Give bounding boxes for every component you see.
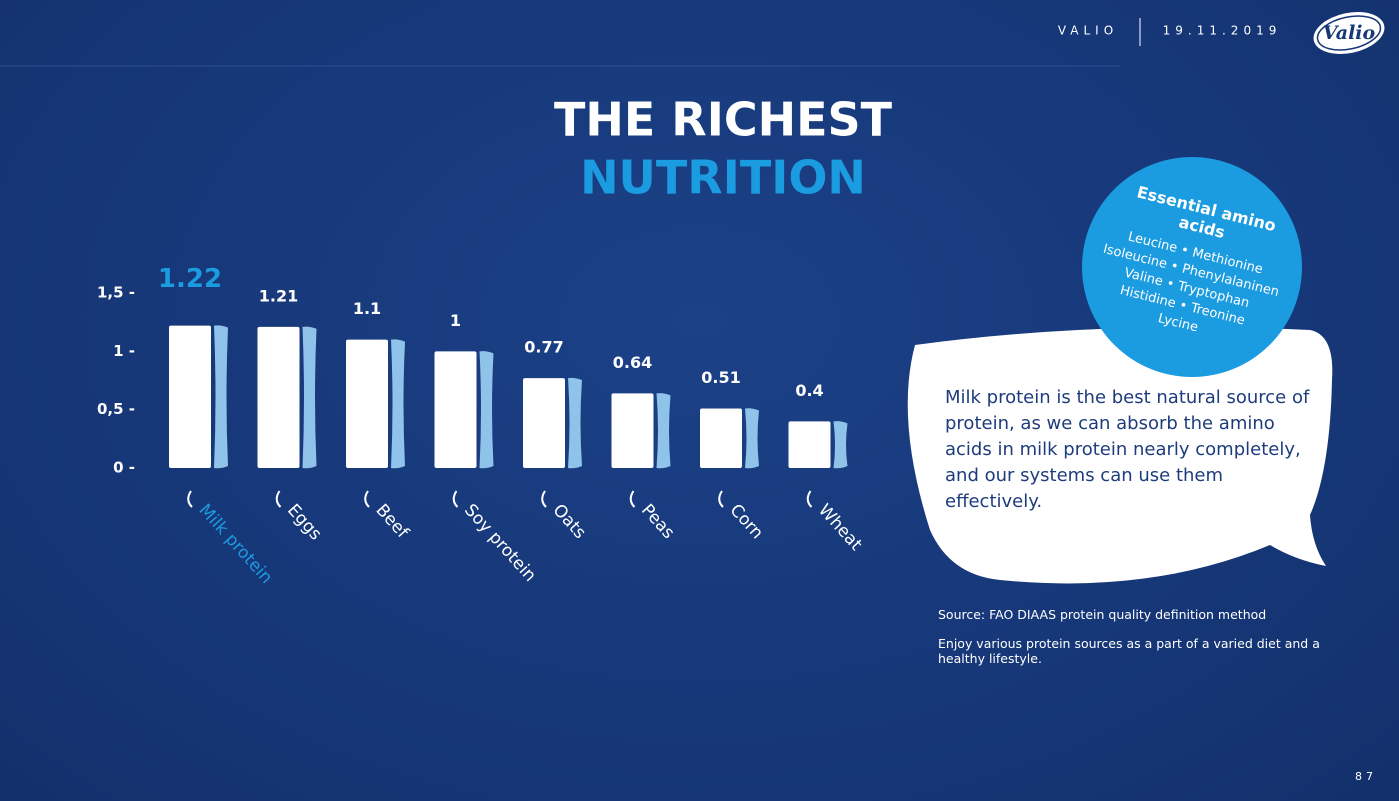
x-tick-label: Milk protein [195,500,277,588]
source-note: Source: FAO DIAAS protein quality defini… [938,607,1267,622]
value-label: 0.77 [524,338,563,357]
brand: VALIO [1058,24,1118,38]
page-number: 87 [1355,770,1377,783]
y-tick-label: 1,5 - [97,284,135,302]
x-tick-label: Beef [372,500,413,543]
value-label: 1.21 [259,286,298,305]
diet-note: Enjoy various protein sources as a part … [938,636,1320,666]
bar-side [656,393,671,469]
value-label: 1 [450,311,461,330]
bar-side [745,408,759,469]
y-tick-label: 0 - [113,459,135,477]
bar [611,393,654,468]
date: 19.11.2019 [1163,24,1282,38]
bar [788,421,831,468]
value-label: 0.4 [795,381,823,400]
label-hook [452,490,459,508]
logo-text: Valio [1323,22,1376,44]
value-label: 0.64 [613,353,652,372]
bar-side [302,326,317,469]
label-hook [275,490,282,508]
x-tick-label: Eggs [283,500,326,544]
amino-circle [1082,157,1302,377]
value-label: 1.22 [158,264,222,294]
x-tick-label: Peas [637,500,678,543]
y-tick-label: 0,5 - [97,400,135,418]
y-tick-label: 1 - [113,342,135,360]
label-hook [629,490,636,508]
bar-side [833,421,848,469]
bar [257,326,300,468]
bar-side [568,377,582,469]
x-tick-label: Wheat [814,500,866,555]
label-hook [718,490,724,508]
bar [523,378,565,468]
value-label: 1.1 [353,299,381,318]
x-tick-label: Soy protein [460,500,540,586]
label-hook [541,490,547,508]
bar-side [214,325,228,469]
label-hook [806,490,813,508]
bar [434,351,477,468]
bar [346,339,388,468]
chart-subtitle: NUTRITION [580,151,866,205]
bar-side [479,351,494,469]
speech-bubble [907,327,1333,584]
bar [169,325,211,468]
logo-ring [1316,15,1382,51]
chart-title: THE RICHEST [554,93,893,147]
callout-text: Milk protein is the best natural source … [945,387,1310,512]
value-label: 0.51 [701,368,740,387]
label-hook [187,490,193,508]
x-tick-label: Oats [549,500,590,543]
bar [700,408,742,468]
bar-side [391,339,405,469]
x-tick-label: Corn [726,500,767,543]
label-hook [364,490,370,508]
